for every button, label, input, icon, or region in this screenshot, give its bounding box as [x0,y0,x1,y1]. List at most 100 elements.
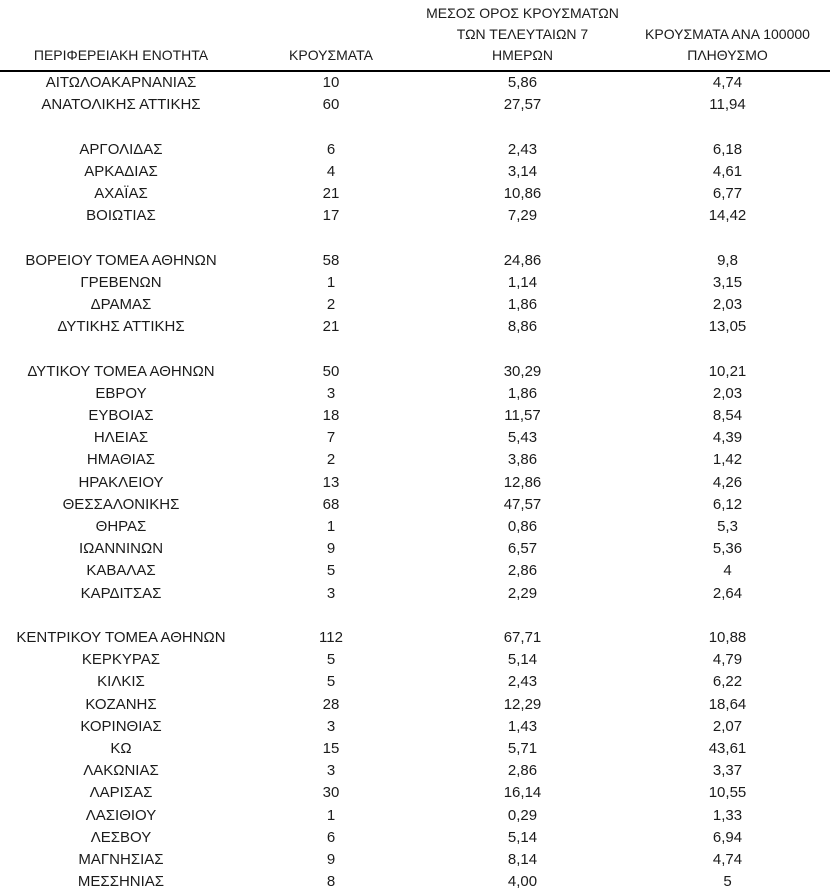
cell-cases: 112 [319,629,343,647]
table-row: ΓΡΕΒΕΝΩΝ 1 1,14 3,15 [0,272,830,294]
cell-cases-per-100000: 14,42 [708,207,747,225]
table-row: ΑΧΑΪΑΣ 21 10,86 6,77 [0,183,830,205]
cell-cases: 5 [326,562,336,580]
cell-regional-unit: ΔΥΤΙΚΟΥ ΤΟΜΕΑ ΑΘΗΝΩΝ [27,362,215,380]
spacer-cell [0,227,830,249]
cell-cases: 13 [322,473,340,491]
cell-avg-cases-last-7-days: 2,86 [507,562,538,580]
cell-cases-per-100000: 6,18 [712,140,743,158]
table-row: ΑΙΤΩΛΟΑΚΑΡΝΑΝΙΑΣ 10 5,86 4,74 [0,71,830,94]
cell-regional-unit: ΒΟΙΩΤΙΑΣ [86,207,156,225]
cell-regional-unit: ΑΙΤΩΛΟΑΚΑΡΝΑΝΙΑΣ [45,74,197,91]
column-header-cases: ΚΡΟΥΣΜΑΤΑ [242,0,420,72]
cell-avg-cases-last-7-days: 6,57 [507,540,538,558]
cell-avg-cases-last-7-days: 12,86 [503,473,542,491]
group-spacer-row [0,605,830,627]
cell-cases-per-100000: 6,77 [712,185,743,202]
cell-avg-cases-last-7-days: 2,43 [507,673,538,691]
group-spacer-row [0,338,830,360]
cell-cases: 1 [326,273,336,291]
cell-cases-per-100000: 4 [723,562,732,580]
cell-cases: 9 [326,851,336,869]
cell-avg-cases-last-7-days: 11,57 [504,407,541,424]
cell-cases-per-100000: 5,3 [717,518,738,536]
cell-regional-unit: ΔΥΤΙΚΗΣ ΑΤΤΙΚΗΣ [57,318,185,336]
cell-avg-cases-last-7-days: 7,29 [507,207,538,225]
table-row: ΑΡΓΟΛΙΔΑΣ 6 2,43 6,18 [0,139,830,161]
cell-regional-unit: ΛΑΣΙΘΙΟΥ [85,806,157,824]
table-row: ΛΕΣΒΟΥ 6 5,14 6,94 [0,827,830,849]
cell-cases-per-100000: 1,42 [712,451,743,469]
table-row: ΗΛΕΙΑΣ 7 5,43 4,39 [0,427,830,449]
spacer-cell [0,116,830,138]
cell-cases-per-100000: 3,37 [712,762,743,780]
cell-regional-unit: ΛΑΚΩΝΙΑΣ [83,762,159,780]
cell-avg-cases-last-7-days: 1,86 [507,384,538,402]
spacer-cell [0,605,830,627]
cell-cases-per-100000: 2,03 [712,296,743,313]
group-spacer-row [0,227,830,249]
cell-avg-cases-last-7-days: 2,43 [507,140,538,158]
cell-cases-per-100000: 2,03 [712,384,743,402]
cell-avg-cases-last-7-days: 5,86 [507,74,538,91]
cell-avg-cases-last-7-days: 24,86 [503,251,542,269]
cell-cases: 28 [322,695,340,713]
cell-avg-cases-last-7-days: 8,86 [507,318,538,336]
cell-regional-unit: ΑΡΚΑΔΙΑΣ [84,162,158,180]
cell-cases: 18 [322,407,340,424]
cell-cases: 15 [322,740,340,758]
table-row: ΑΝΑΤΟΛΙΚΗΣ ΑΤΤΙΚΗΣ 60 27,57 11,94 [0,94,830,116]
cell-cases: 6 [326,140,336,158]
cell-cases-per-100000: 2,07 [712,717,743,735]
cell-cases: 60 [322,96,340,114]
cell-cases: 21 [322,185,340,202]
table-row: ΙΩΑΝΝΙΝΩΝ 9 6,57 5,36 [0,538,830,560]
cell-cases: 3 [326,384,336,402]
cell-cases: 58 [322,251,340,269]
column-header-regional-unit: ΠΕΡΙΦΕΡΕΙΑΚΗ ΕΝΟΤΗΤΑ [0,0,242,72]
table-row: ΚΟΖΑΝΗΣ 28 12,29 18,64 [0,694,830,716]
cell-cases-per-100000: 10,88 [708,629,747,647]
cell-cases: 3 [326,762,336,780]
cell-regional-unit: ΚΙΛΚΙΣ [97,673,145,691]
cell-cases-per-100000: 6,94 [712,828,743,846]
table-body: ΑΙΤΩΛΟΑΚΑΡΝΑΝΙΑΣ 10 5,86 4,74 ΑΝΑΤΟΛΙΚΗΣ ΑΤΤ… [0,71,830,893]
cell-regional-unit: ΘΕΣΣΑΛΟΝΙΚΗΣ [62,495,180,513]
cell-avg-cases-last-7-days: 47,57 [503,495,542,513]
cell-cases: 2 [326,451,336,469]
cell-regional-unit: ΜΕΣΣΗΝΙΑΣ [77,873,165,891]
group-spacer-row [0,116,830,138]
cell-cases: 68 [322,495,340,513]
cell-avg-cases-last-7-days: 0,86 [507,518,538,536]
table-row: ΔΥΤΙΚΟΥ ΤΟΜΕΑ ΑΘΗΝΩΝ 50 30,29 10,21 [0,361,830,383]
column-header-cases-per-100000: ΚΡΟΥΣΜΑΤΑ ΑΝΑ 100000 ΠΛΗΘΥΣΜΟ [625,0,830,72]
cell-cases: 6 [326,828,336,846]
cell-cases-per-100000: 10,21 [708,362,747,380]
cell-avg-cases-last-7-days: 27,57 [503,96,542,114]
cell-avg-cases-last-7-days: 67,71 [503,629,542,647]
cell-regional-unit: ΚΕΡΚΥΡΑΣ [81,651,161,669]
cell-cases-per-100000: 6,22 [712,673,743,691]
cell-regional-unit: ΚΩ [110,740,132,758]
table-row: ΒΟΡΕΙΟΥ ΤΟΜΕΑ ΑΘΗΝΩΝ 58 24,86 9,8 [0,250,830,272]
cell-cases: 1 [326,518,336,536]
cell-avg-cases-last-7-days: 8,14 [507,851,538,869]
cell-cases: 3 [326,717,336,735]
cell-regional-unit: ΗΛΕΙΑΣ [93,429,149,447]
cell-avg-cases-last-7-days: 0,29 [507,806,538,824]
cell-cases-per-100000: 4,74 [712,74,743,91]
cell-avg-cases-last-7-days: 5,71 [507,740,538,758]
cell-regional-unit: ΕΒΡΟΥ [95,384,147,402]
cell-avg-cases-last-7-days: 5,14 [507,828,538,846]
table-row: ΒΟΙΩΤΙΑΣ 17 7,29 14,42 [0,205,830,227]
cell-cases-per-100000: 2,64 [712,584,743,602]
cell-cases: 4 [326,162,336,180]
table-row: ΗΜΑΘΙΑΣ 2 3,86 1,42 [0,449,830,471]
table-row: ΗΡΑΚΛΕΙΟΥ 13 12,86 4,26 [0,472,830,494]
table-row: ΚΙΛΚΙΣ 5 2,43 6,22 [0,671,830,693]
cell-cases-per-100000: 9,8 [717,251,738,269]
cell-regional-unit: ΚΑΡΔΙΤΣΑΣ [80,584,162,602]
cell-cases-per-100000: 8,54 [712,407,743,424]
cell-cases: 1 [326,806,336,824]
cell-avg-cases-last-7-days: 3,14 [507,162,538,180]
